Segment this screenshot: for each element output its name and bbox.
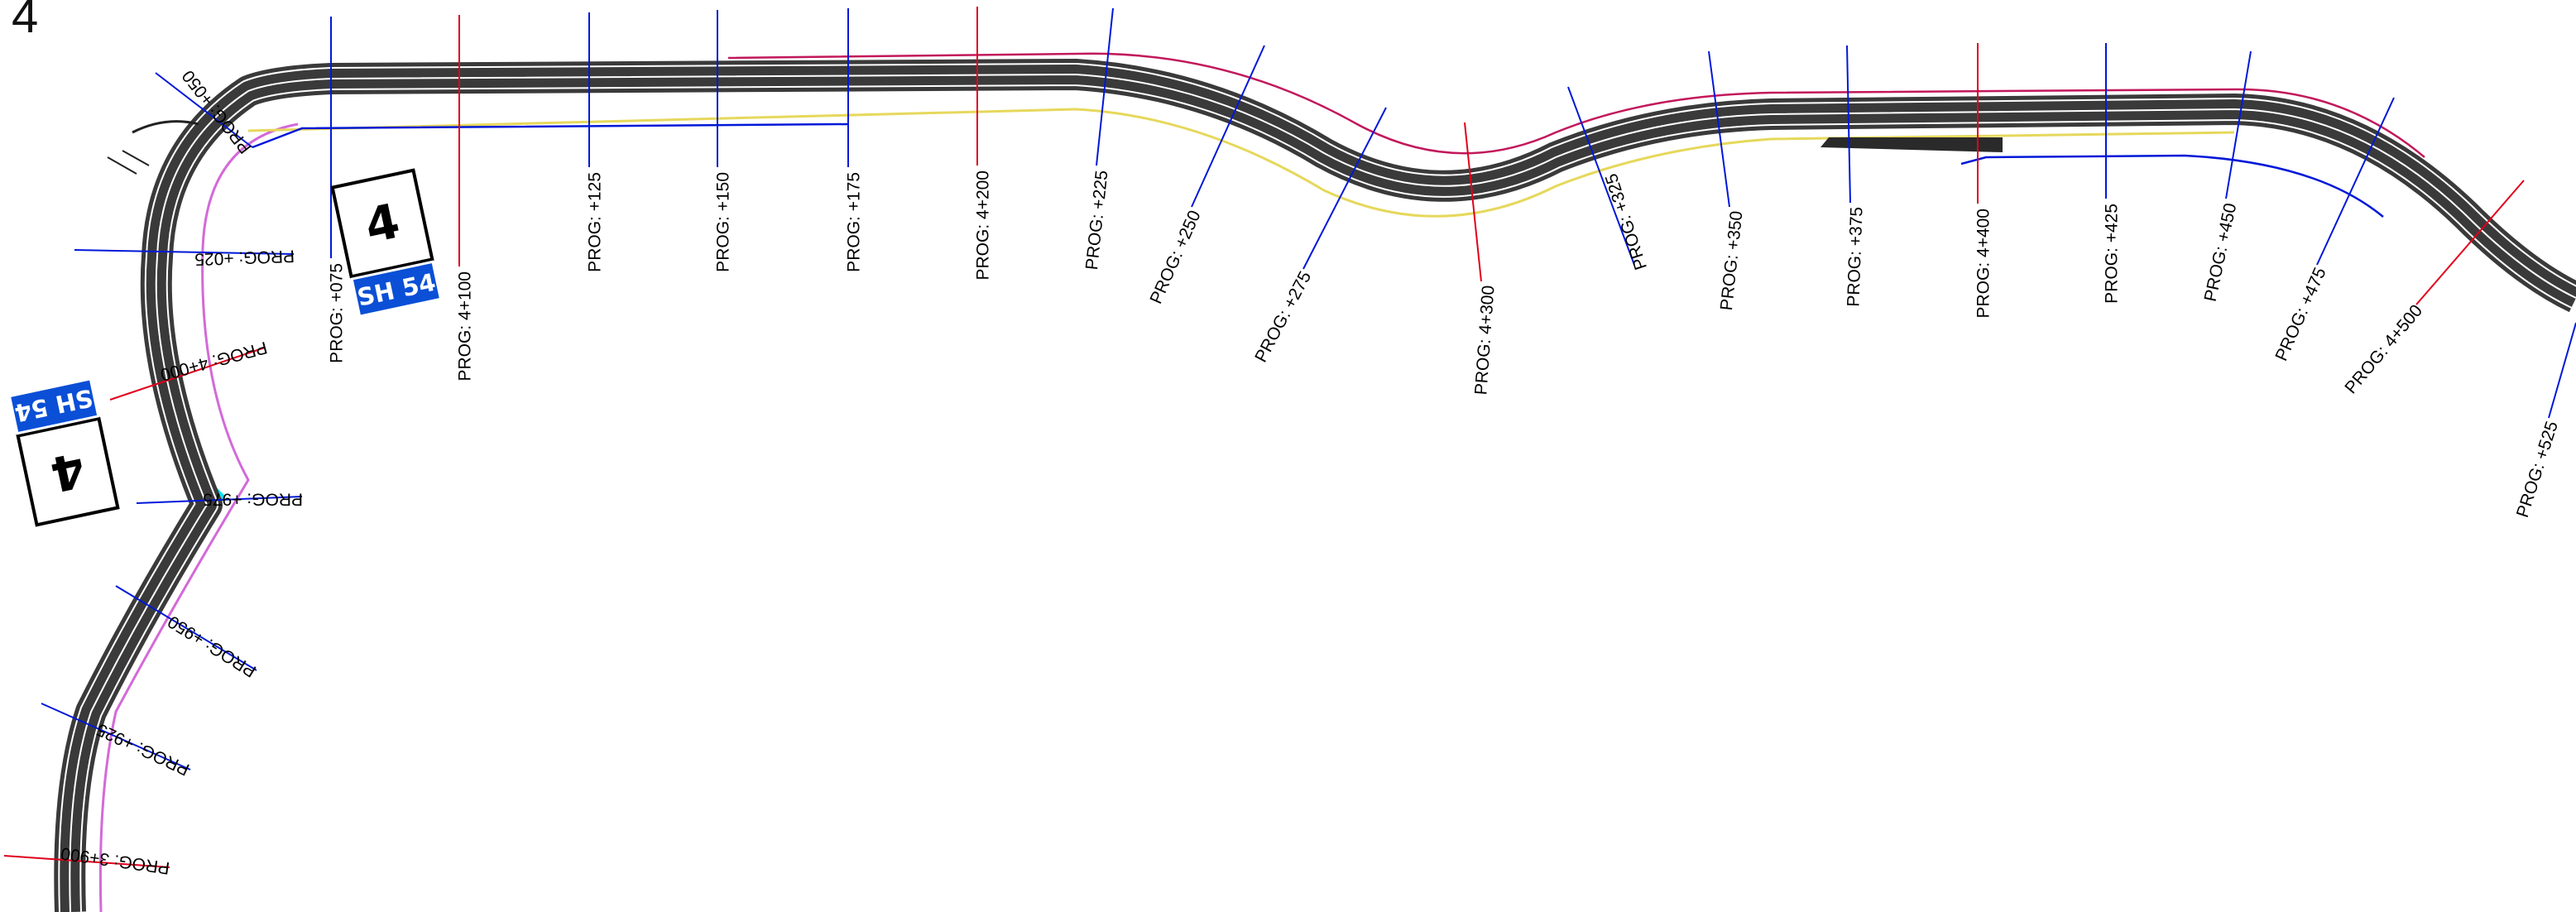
route-shield-inverted: 4 SH 54	[7, 377, 120, 527]
cross-section-line	[155, 72, 253, 148]
junction-arm-west	[132, 120, 199, 134]
chainage-label: PROG: +375	[1844, 207, 1866, 308]
cross-section-line	[136, 496, 303, 504]
route-number-plate	[16, 416, 120, 527]
route-shield: 4 SH 54	[330, 168, 443, 318]
chainage-label: PROG: +275	[1251, 268, 1315, 365]
cross-section-line	[2225, 50, 2252, 199]
cross-section-line	[115, 585, 257, 671]
chainage-label: PROG: +075	[328, 263, 347, 363]
cross-section-line	[2316, 97, 2395, 266]
chainage-label: PROG: +475	[2271, 265, 2329, 364]
chainage-label: PROG: +450	[2201, 201, 2241, 303]
chainage-label: PROG: 4+500	[2341, 301, 2426, 397]
chainage-label: PROG: +250	[1146, 208, 1204, 307]
cross-section-line	[74, 249, 295, 255]
chainage-label: PROG: 4+200	[974, 170, 993, 281]
route-number-plate	[330, 168, 434, 279]
chainage-label: PROG: 4+100	[456, 271, 475, 382]
right-boundary-line	[727, 52, 2425, 158]
chainage-label: PROG: +950	[165, 612, 260, 681]
chainage-label: PROG: +150	[714, 172, 733, 272]
chainage-label: PROG: +125	[586, 172, 605, 272]
route-name-plate	[7, 377, 100, 435]
road-carriageway	[54, 59, 2576, 912]
route-name-plate	[350, 260, 443, 318]
chainage-label: PROG: +425	[2103, 204, 2122, 304]
chainage-label: PROG: 4+300	[1471, 285, 1498, 396]
cross-section-line	[1567, 86, 1635, 266]
cross-section-line	[2415, 180, 2525, 305]
chainage-label: PROG: +025	[194, 246, 295, 268]
chainage-label: PROG: +525	[2513, 419, 2562, 520]
left-boundary-line	[98, 122, 299, 912]
chainage-label: PROG: +975	[203, 489, 303, 508]
cross-section-line	[1846, 45, 1851, 204]
cross-section-line	[2548, 322, 2576, 419]
road-lane-fill	[60, 65, 2576, 912]
chainage-label: PROG: +350	[1717, 210, 1747, 312]
cross-section-line	[1191, 45, 1265, 208]
road-widening	[1820, 137, 2003, 152]
cross-section-line	[41, 703, 191, 770]
chainage-label: PROG: +325	[1602, 171, 1651, 272]
junction-arm-west-2	[107, 150, 150, 175]
left-offset-line	[252, 122, 2384, 218]
cross-section-line	[109, 347, 266, 401]
chainage-label: PROG: +225	[1082, 170, 1112, 271]
road-centre-line	[69, 74, 2576, 912]
sheet-number: 4	[12, 0, 39, 43]
cross-section-line	[1708, 50, 1730, 208]
cross-section-line	[1302, 107, 1387, 270]
cross-section-line	[3, 855, 170, 868]
left-edge-line	[247, 108, 2235, 218]
cross-section-line	[1464, 122, 1482, 282]
chainage-label: PROG: 4+400	[1974, 209, 1993, 319]
road-edge-line-outer	[58, 63, 2576, 912]
cross-section-line	[1096, 7, 1114, 166]
chainage-label: PROG: +175	[845, 172, 864, 272]
